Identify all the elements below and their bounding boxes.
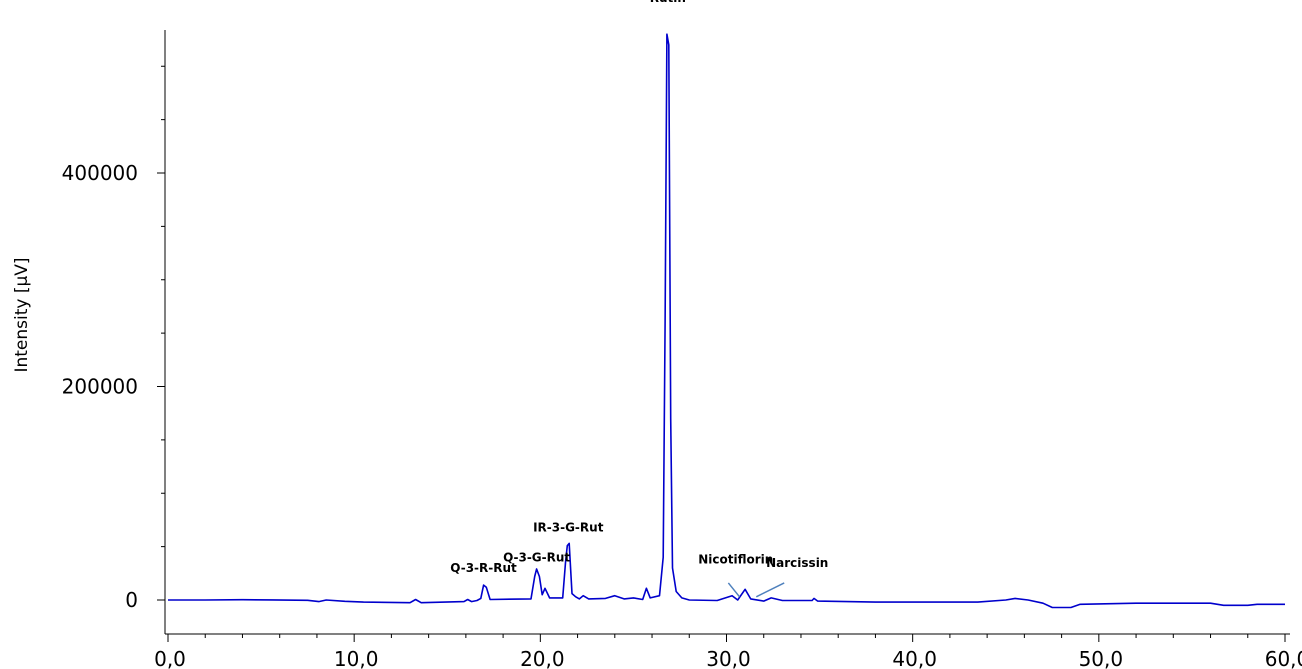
x-tick-label: 0,0 (154, 647, 186, 669)
y-tick-label: 0 (125, 588, 138, 612)
chromatogram-series-line (168, 33, 1285, 609)
x-tick-label: 60,0 (1265, 647, 1302, 669)
y-tick-label: 200000 (62, 375, 138, 399)
peak-annotation: Narcissin (766, 556, 828, 570)
peak-annotation: Nicotiflorin (698, 553, 773, 567)
x-tick-label: 30,0 (706, 647, 751, 669)
annotation-pointer (727, 582, 741, 598)
x-tick-label: 40,0 (892, 647, 937, 669)
peak-annotation: Rutin (650, 0, 686, 5)
x-tick-label: 10,0 (334, 647, 379, 669)
peak-annotation: Q-3-G-Rut (503, 551, 570, 565)
x-tick-label: 20,0 (520, 647, 565, 669)
plot-area: 0 200000 400000 0,0 10,0 20,0 30,0 40,0 50,0 60,0… (62, 0, 1302, 669)
y-tick-label: 400000 (62, 161, 138, 185)
peak-annotation: IR-3-G-Rut (533, 521, 604, 535)
annotation-pointer (755, 582, 785, 598)
x-tick-label: 50,0 (1079, 647, 1124, 669)
peak-annotation: Q-3-R-Rut (450, 561, 517, 575)
y-axis-title: Intensity [µV] (12, 257, 32, 372)
